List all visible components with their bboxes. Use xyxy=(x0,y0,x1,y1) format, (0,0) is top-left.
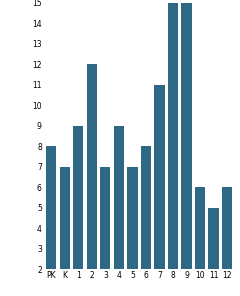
Bar xyxy=(60,167,70,296)
Bar xyxy=(168,3,178,296)
Bar xyxy=(87,65,97,296)
Bar xyxy=(222,187,232,296)
Bar xyxy=(73,126,84,296)
Bar xyxy=(154,85,165,296)
Bar xyxy=(181,3,192,296)
Bar xyxy=(46,147,56,296)
Bar xyxy=(100,167,110,296)
Bar xyxy=(127,167,138,296)
Bar xyxy=(141,147,151,296)
Bar xyxy=(195,187,205,296)
Bar xyxy=(209,208,219,296)
Bar xyxy=(114,126,124,296)
